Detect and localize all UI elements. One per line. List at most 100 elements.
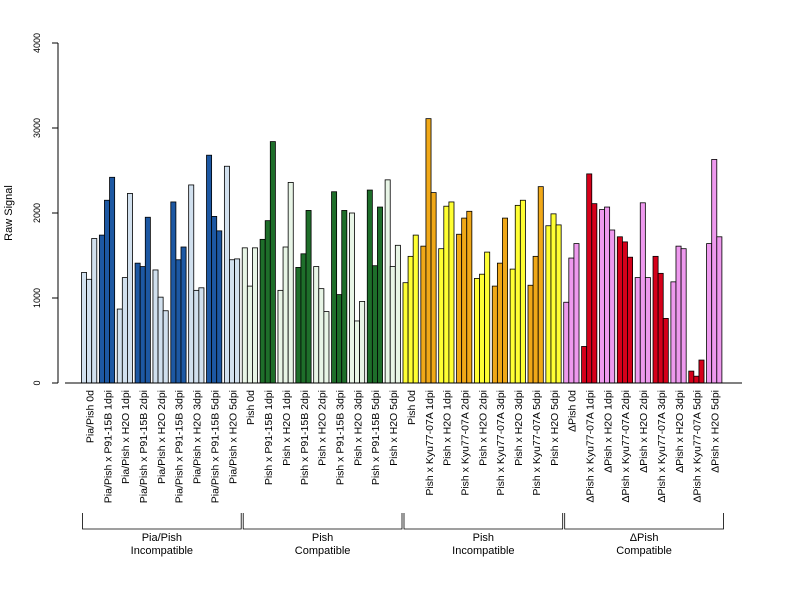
bar [675, 245, 682, 384]
bar [116, 308, 123, 384]
y-tick-label: 3000 [32, 118, 42, 138]
bar [407, 255, 414, 384]
bar [144, 216, 151, 384]
bar [295, 266, 302, 384]
bar [277, 289, 284, 384]
bar [193, 289, 200, 384]
bar [241, 247, 248, 384]
x-tick-label: ΔPish 0d [567, 390, 579, 432]
x-tick-label: Pia/Pish 0d [84, 390, 96, 443]
bar [269, 141, 276, 384]
bar [348, 212, 355, 384]
x-tick-label: Pish x Kyu77-07A 1dpi [424, 390, 436, 496]
bar [461, 217, 468, 384]
y-axis: 0 1000 2000 3000 4000 [32, 33, 59, 386]
y-tick-label: 2000 [32, 203, 42, 223]
x-tick-label: ΔPish x H2O 1dpi [602, 390, 614, 473]
bar [496, 262, 503, 384]
bar [662, 317, 669, 384]
group-label: Pish [312, 532, 333, 544]
bars [81, 118, 723, 384]
bar [229, 259, 235, 384]
bar [377, 206, 383, 384]
bar [586, 173, 593, 384]
bar [491, 285, 498, 384]
x-tick-label: Pish x H2O 5dpi [549, 390, 561, 466]
x-tick-label: Pish x P91-15B 5dpi [370, 390, 382, 485]
x-tick-label: Pia/Pish x P91-15B 3dpi [174, 390, 186, 503]
bar [354, 320, 360, 384]
x-tick-label: ΔPish x H2O 3dpi [674, 390, 686, 473]
x-tick-label: Pish x P91-15B 1dpi [263, 390, 275, 485]
bar [627, 256, 633, 384]
bar [157, 296, 164, 384]
bar [384, 179, 391, 384]
group-label: Pia/Pish [142, 532, 182, 544]
group-bracket [242, 513, 403, 530]
x-tick-label: Pia/Pish x P91-15B 1dpi [102, 390, 114, 503]
bar [657, 272, 664, 384]
bar [331, 191, 338, 384]
bar [573, 243, 580, 384]
bar [91, 238, 98, 384]
bar [693, 375, 700, 384]
bar [402, 282, 409, 384]
x-tick-label: Pish x H2O 1dpi [442, 390, 454, 466]
bar [318, 288, 325, 384]
bar [86, 278, 93, 384]
bar [234, 258, 241, 384]
bar [438, 248, 445, 384]
x-tick-label: Pia/Pish x H2O 5dpi [227, 390, 239, 484]
x-tick-label: Pish x H2O 2dpi [477, 390, 489, 466]
bar [479, 273, 486, 384]
group-label: Compatible [295, 545, 351, 557]
x-tick-label: Pish x P91-15B 3dpi [334, 390, 346, 485]
bar [706, 243, 713, 384]
group-label: Incompatible [452, 545, 514, 557]
x-tick-label: ΔPish x Kyu77-07A 1dpi [585, 390, 597, 503]
bar [425, 118, 432, 384]
x-tick-label: Pish x P91-15B 2dpi [299, 390, 311, 485]
bar [81, 272, 87, 384]
group-label: ΔPish [630, 532, 659, 544]
bar [555, 224, 562, 384]
x-tick-label: ΔPish x Kyu77-07A 2dpi [620, 390, 632, 503]
bar [456, 233, 463, 384]
bar [371, 265, 378, 384]
group-label: Incompatible [131, 545, 193, 557]
x-tick-label: ΔPish x Kyu77-07A 5dpi [692, 390, 704, 503]
bar [652, 255, 659, 384]
bar [563, 301, 570, 384]
x-tick-label: Pish x Kyu77-07A 3dpi [495, 390, 507, 496]
x-tick-label: Pish 0d [245, 390, 257, 425]
bar [246, 285, 253, 384]
bar [198, 287, 205, 384]
bar [341, 210, 348, 384]
x-tick-label: Pia/Pish x H2O 1dpi [120, 390, 132, 484]
group-label: Pish [473, 532, 494, 544]
bar [711, 159, 718, 384]
x-tick-label: Pish x H2O 1dpi [281, 390, 293, 466]
bar [121, 277, 128, 384]
bar [634, 277, 641, 384]
x-tick-label: Pia/Pish x P91-15B 5dpi [209, 390, 221, 503]
bar [313, 266, 320, 384]
bar [484, 251, 491, 384]
bar [644, 277, 651, 384]
x-tick-label: Pish 0d [406, 390, 418, 425]
x-tick-label: Pia/Pish x H2O 3dpi [192, 390, 204, 484]
bar [134, 262, 141, 384]
x-tick-labels: Pia/Pish 0d Pia/Pish x P91-15B 1dpi Pia/Pi… [84, 390, 721, 503]
bar [175, 259, 182, 384]
bar [139, 266, 146, 384]
x-tick-label: Pish x H2O 3dpi [513, 390, 525, 466]
x-tick-label: ΔPish x H2O 5dpi [710, 390, 722, 473]
bar [532, 255, 539, 384]
group-label: Compatible [616, 545, 672, 557]
bar [104, 199, 110, 384]
bar [688, 370, 695, 384]
bar [616, 236, 623, 384]
y-tick-label: 1000 [32, 288, 42, 308]
bar [412, 234, 419, 384]
